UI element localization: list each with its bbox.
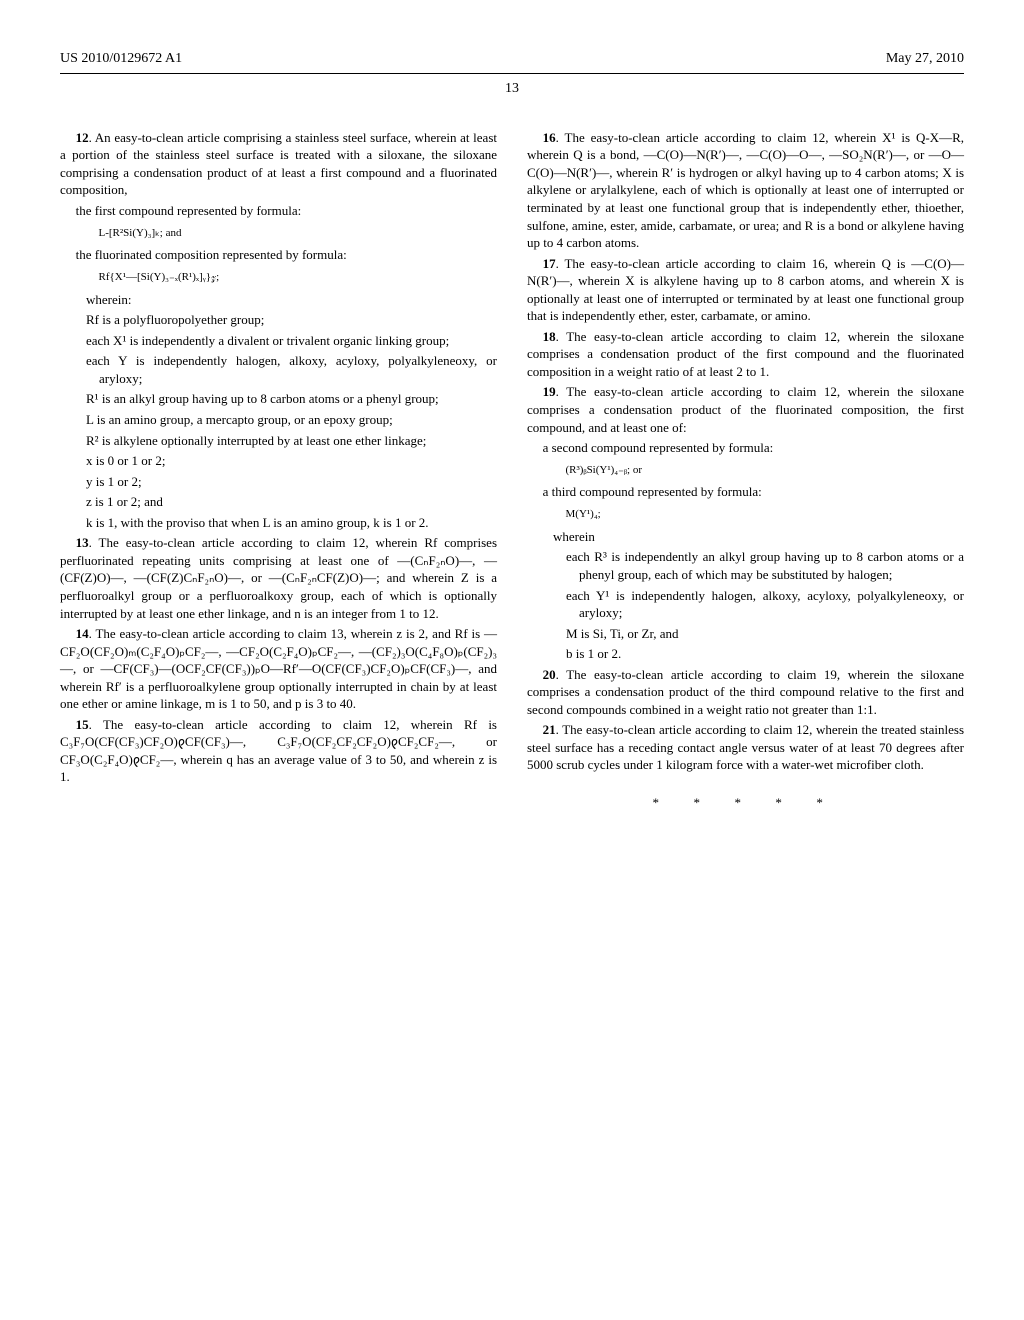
claims-body: 12. An easy-to-clean article comprising … [60,129,964,812]
publication-date: May 27, 2010 [886,50,964,69]
claim-14: 14. The easy-to-clean article according … [60,625,497,713]
claim-16: 16. The easy-to-clean article according … [527,129,964,252]
claim-12-def: each Y is independently halogen, alkoxy,… [99,352,497,387]
claim-13: 13. The easy-to-clean article according … [60,534,497,622]
claim-12-def: Rf is a polyfluoropolyether group; [99,311,497,329]
claim-12-def: k is 1, with the proviso that when L is … [99,514,497,532]
claim-12-def: x is 0 or 1 or 2; [99,452,497,470]
claim-21: 21. The easy-to-clean article according … [527,721,964,774]
claim-19-third-label: a third compound represented by formula: [543,483,964,501]
claim-17: 17. The easy-to-clean article according … [527,255,964,325]
claim-12-def: L is an amino group, a mercapto group, o… [99,411,497,429]
claim-12-fluor-label: the fluorinated composition represented … [76,246,497,264]
claim-19-intro: 19. The easy-to-clean article according … [527,383,964,436]
claim-19-def: M is Si, Ti, or Zr, and [579,625,964,643]
claim-12-def: y is 1 or 2; [99,473,497,491]
claim-12-def: each X¹ is independently a divalent or t… [99,332,497,350]
claim-12-def: z is 1 or 2; and [99,493,497,511]
claim-19-third-formula: M(Y¹)₄; [566,507,965,522]
claim-12-def: R² is alkylene optionally interrupted by… [99,432,497,450]
publication-number: US 2010/0129672 A1 [60,50,182,69]
claim-19-wherein: wherein [553,528,964,546]
claim-19-def: each R³ is independently an alkyl group … [579,548,964,583]
claim-12-fluor-formula: Rf{X¹—[Si(Y)₃₋ₓ(R¹)ₓ]ᵧ}𝓏; [99,270,498,285]
claim-18: 18. The easy-to-clean article according … [527,328,964,381]
claim-12-first-label: the first compound represented by formul… [76,202,497,220]
claim-20: 20. The easy-to-clean article according … [527,666,964,719]
claim-12-wherein: wherein: [86,291,497,309]
claim-12-intro: 12. An easy-to-clean article comprising … [60,129,497,199]
page-number: 13 [60,80,964,99]
claim-19-def: each Y¹ is independently halogen, alkoxy… [579,587,964,622]
claim-19-second-label: a second compound represented by formula… [543,439,964,457]
claim-15: 15. The easy-to-clean article according … [60,716,497,786]
header-rule [60,73,964,74]
claim-12-first-formula: L-[R²Si(Y)₃]ₖ; and [99,226,498,241]
claim-19-def: b is 1 or 2. [579,645,964,663]
end-of-document-marker: * * * * * [527,794,964,812]
claim-19-second-formula: (R³)ᵦSi(Y¹)₄₋ᵦ; or [566,463,965,478]
claim-12-def: R¹ is an alkyl group having up to 8 carb… [99,390,497,408]
header-row: US 2010/0129672 A1 May 27, 2010 [60,50,964,69]
